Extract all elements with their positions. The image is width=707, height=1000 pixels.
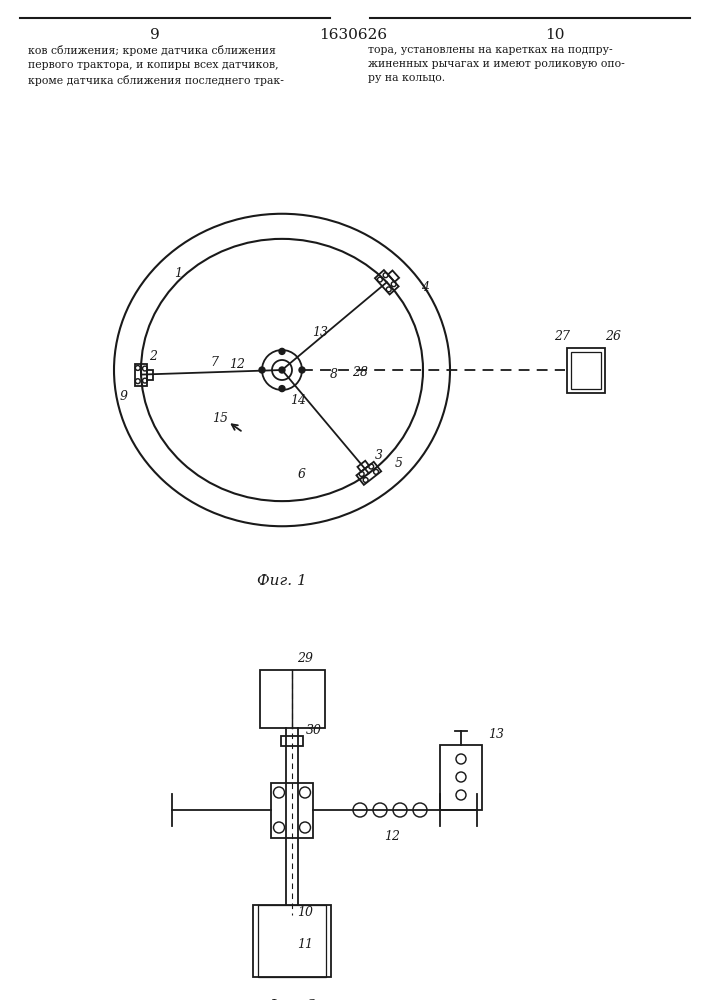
Bar <box>571 352 601 389</box>
Text: 27: 27 <box>554 330 570 342</box>
Text: 10: 10 <box>297 906 313 920</box>
Text: 8: 8 <box>330 368 338 381</box>
Text: 12: 12 <box>384 830 400 843</box>
Text: 15: 15 <box>212 412 228 424</box>
Text: 12: 12 <box>229 359 245 371</box>
Bar <box>440 745 482 810</box>
Text: 11: 11 <box>297 938 313 951</box>
Text: 26: 26 <box>605 330 621 342</box>
Text: 10: 10 <box>545 28 565 42</box>
Circle shape <box>259 367 265 373</box>
Text: 9: 9 <box>150 28 160 42</box>
Text: 6: 6 <box>298 468 306 482</box>
Text: 13: 13 <box>312 326 328 338</box>
Text: 30: 30 <box>306 724 322 738</box>
Text: 5: 5 <box>395 457 403 470</box>
Circle shape <box>279 348 285 354</box>
Bar <box>258 905 326 977</box>
Text: Фиг. 1: Фиг. 1 <box>257 574 307 588</box>
Text: ков сближения; кроме датчика сближения
первого трактора, и копиры всех датчиков,: ков сближения; кроме датчика сближения п… <box>28 45 284 86</box>
Text: Фиг. 2: Фиг. 2 <box>267 999 317 1000</box>
Bar <box>271 782 313 838</box>
Text: 1630626: 1630626 <box>319 28 387 42</box>
Bar <box>259 670 325 728</box>
Text: 13: 13 <box>488 728 504 742</box>
Text: 3: 3 <box>375 449 382 462</box>
Bar <box>567 348 605 393</box>
Text: 4: 4 <box>421 281 428 294</box>
Text: 2: 2 <box>149 350 157 363</box>
Text: 7: 7 <box>210 356 218 368</box>
Bar <box>253 905 331 977</box>
Text: 29: 29 <box>297 652 313 664</box>
Circle shape <box>279 367 285 373</box>
Text: 14: 14 <box>290 393 306 406</box>
Circle shape <box>279 386 285 392</box>
Bar <box>281 736 303 746</box>
Text: 1: 1 <box>174 267 182 280</box>
Circle shape <box>299 367 305 373</box>
Text: 9: 9 <box>119 390 127 403</box>
Text: тора, установлены на каретках на подпру-
жиненных рычагах и имеют роликовую опо-: тора, установлены на каретках на подпру-… <box>368 45 625 83</box>
Text: 28: 28 <box>352 366 368 379</box>
